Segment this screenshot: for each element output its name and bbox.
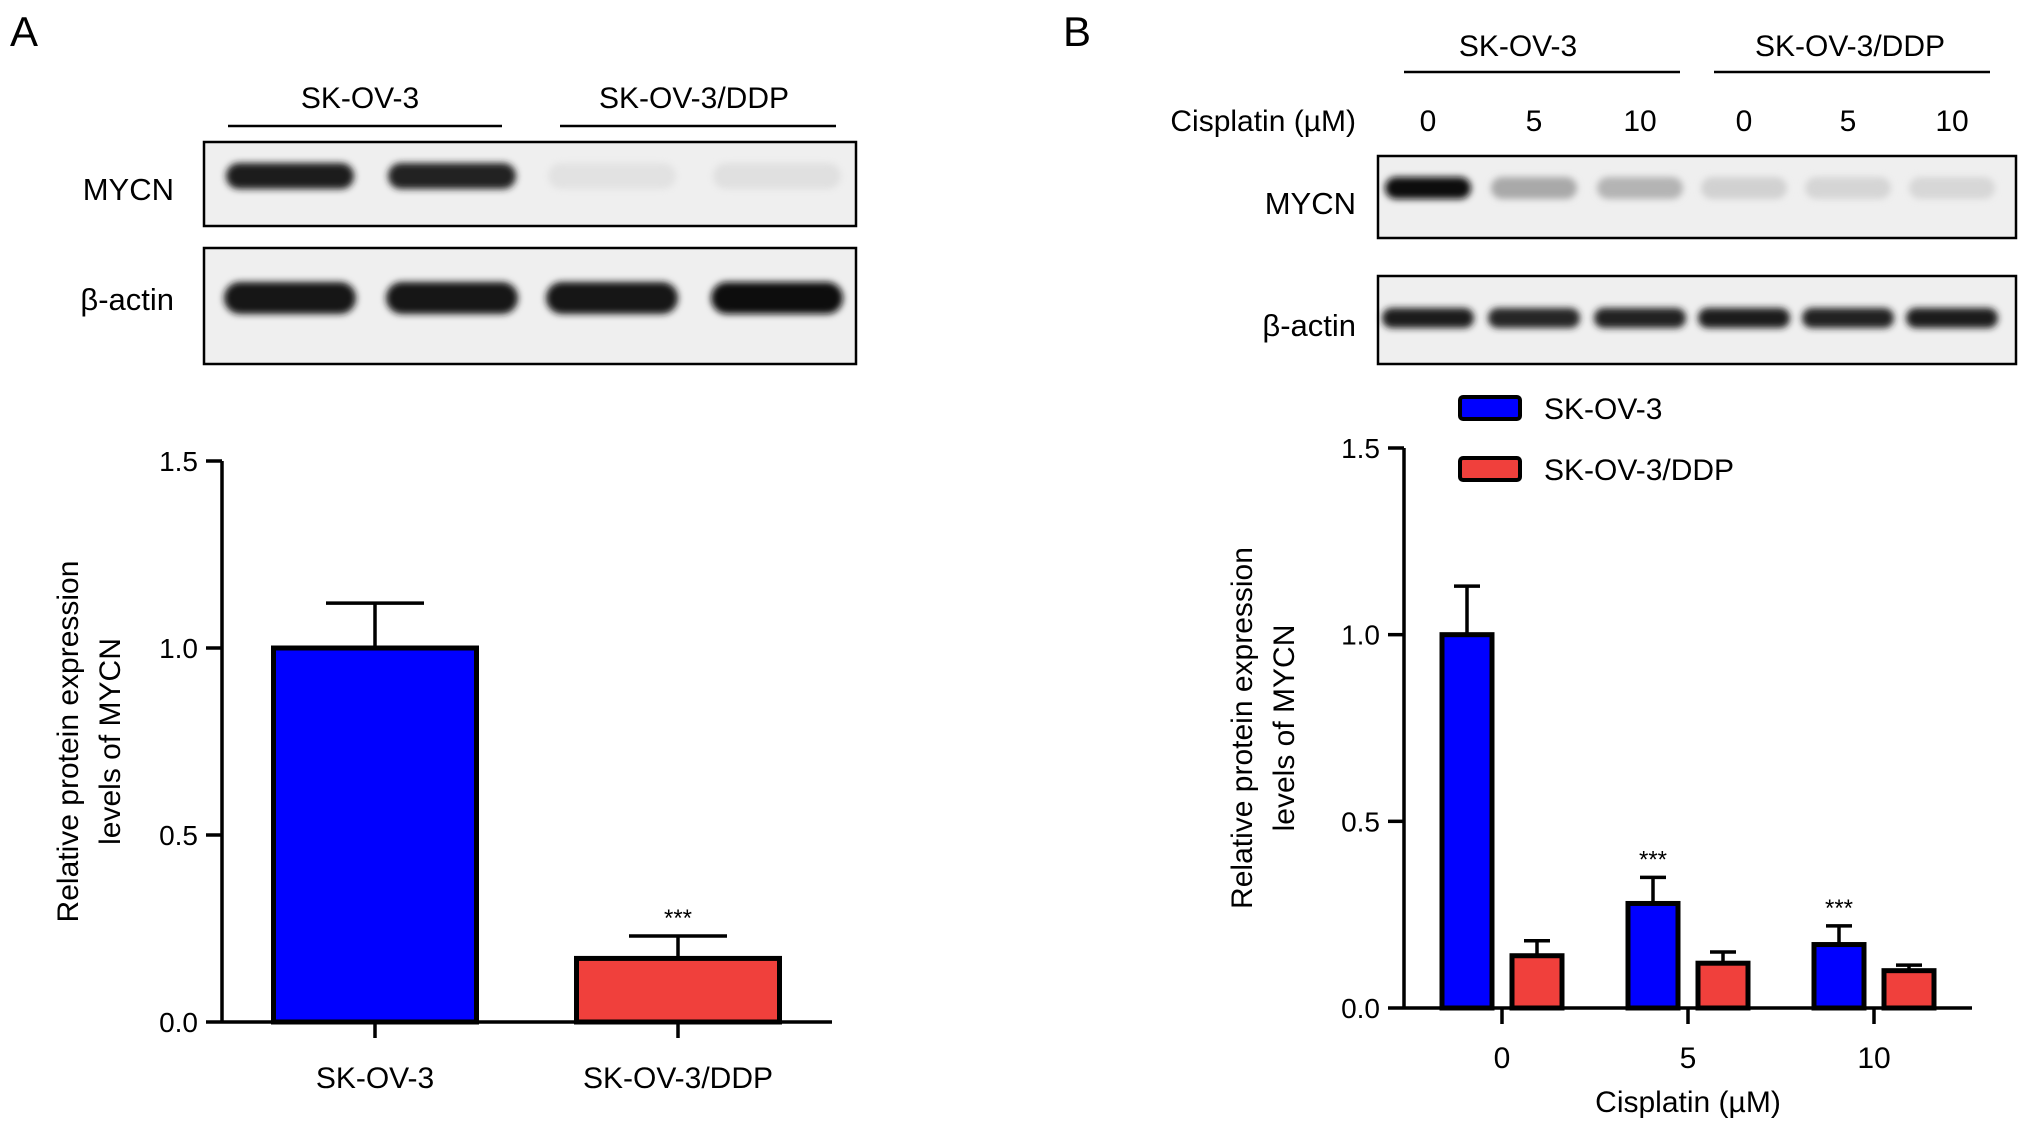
panel-b: B SK-OV-3 SK-OV-3/DDP Cisplatin (µM) 0 5 1… bbox=[1063, 8, 2018, 1119]
legend-swatch bbox=[1458, 395, 1522, 421]
band-lane-4 bbox=[713, 163, 841, 189]
band-lane-2 bbox=[386, 282, 518, 314]
band-lane-3 bbox=[1594, 308, 1686, 328]
y-tick-label: 0.5 bbox=[1341, 806, 1380, 837]
blot-b-group-label-2: SK-OV-3/DDP bbox=[1755, 30, 1945, 63]
bar bbox=[271, 645, 479, 1025]
band-lane-6 bbox=[1906, 308, 1998, 328]
bar bbox=[1811, 942, 1867, 1011]
bar bbox=[1881, 968, 1937, 1011]
blot-b-lane-label: 5 bbox=[1840, 105, 1857, 138]
x-tick-label: SK-OV-3/DDP bbox=[583, 1062, 773, 1095]
band-lane-2 bbox=[1488, 308, 1580, 328]
blot-b-lane-label: 0 bbox=[1736, 105, 1753, 138]
blot-b-bands-mycn bbox=[1385, 177, 1995, 199]
blot-a-bands-beta-actin bbox=[224, 282, 843, 314]
panel-b-letter: B bbox=[1063, 8, 1091, 55]
y-axis-label-line: Relative protein expression bbox=[52, 561, 85, 923]
panel-a-letter: A bbox=[10, 8, 38, 55]
band-lane-5 bbox=[1802, 308, 1894, 328]
band-lane-3 bbox=[546, 282, 678, 314]
blot-a-row-label-beta-actin: β-actin bbox=[80, 282, 174, 317]
significance-marker: *** bbox=[1639, 846, 1667, 873]
x-tick-label: 5 bbox=[1680, 1042, 1697, 1075]
blot-b-strip-mycn bbox=[1376, 154, 2018, 240]
y-axis-label: Relative protein expression levels of MYC… bbox=[52, 561, 127, 923]
blot-a-group-label-2: SK-OV-3/DDP bbox=[599, 82, 789, 115]
blot-b-lane-label: 10 bbox=[1623, 105, 1656, 138]
blot-a-row-label-mycn: MYCN bbox=[83, 172, 174, 207]
blot-a-group-label-1: SK-OV-3 bbox=[301, 82, 419, 115]
chart-b: 0.0 0.5 1.0 1.5 Relative protein expression l… bbox=[1226, 393, 1972, 1119]
band-lane-1 bbox=[224, 282, 356, 314]
significance-marker: *** bbox=[664, 905, 692, 932]
band-lane-4 bbox=[1698, 308, 1790, 328]
y-tick-label: 0.0 bbox=[1341, 993, 1380, 1024]
blot-b-row-label-mycn: MYCN bbox=[1265, 186, 1356, 221]
blot-b-group-label-1: SK-OV-3 bbox=[1459, 30, 1577, 63]
y-tick-label: 0.5 bbox=[159, 820, 198, 851]
x-tick-label: 10 bbox=[1857, 1042, 1890, 1075]
y-tick-label: 1.0 bbox=[1341, 620, 1380, 651]
bar bbox=[1509, 953, 1565, 1011]
bar bbox=[1439, 632, 1495, 1011]
significance-marker: *** bbox=[1825, 895, 1853, 922]
band-lane-2 bbox=[1491, 177, 1577, 199]
panel-a: A SK-OV-3 SK-OV-3/DDP MYCN β-actin 0.00.… bbox=[10, 8, 858, 1095]
band-lane-3 bbox=[1597, 177, 1683, 199]
y-axis-label-line: levels of MYCN bbox=[1268, 625, 1301, 832]
legend-label: SK-OV-3/DDP bbox=[1544, 454, 1734, 487]
y-tick-label: 1.5 bbox=[159, 446, 198, 477]
band-lane-6 bbox=[1909, 177, 1995, 199]
legend-swatch bbox=[1458, 456, 1522, 482]
y-tick-label: 1.5 bbox=[1341, 433, 1380, 464]
blot-b-lane-labels: 0 5 10 0 5 10 bbox=[1420, 105, 1969, 138]
band-lane-1 bbox=[1385, 177, 1471, 199]
band-lane-1 bbox=[1382, 308, 1474, 328]
y-axis-label-line: Relative protein expression bbox=[1226, 547, 1259, 909]
y-axis-label: Relative protein expression levels of MYC… bbox=[1226, 547, 1301, 909]
blot-a-bands-mycn bbox=[226, 163, 841, 189]
blot-b-treatment-label: Cisplatin (µM) bbox=[1170, 105, 1356, 138]
y-tick-label: 1.0 bbox=[159, 633, 198, 664]
blot-b-lane-label: 5 bbox=[1526, 105, 1543, 138]
band-lane-3 bbox=[548, 163, 676, 189]
y-axis-label-line: levels of MYCN bbox=[94, 638, 127, 845]
x-tick-label: SK-OV-3 bbox=[316, 1062, 434, 1095]
bar bbox=[1695, 960, 1751, 1011]
blot-b-bands-beta-actin bbox=[1382, 308, 1998, 328]
panel-a-western-blot: SK-OV-3 SK-OV-3/DDP MYCN β-actin bbox=[80, 82, 858, 366]
y-tick-label: 0.0 bbox=[159, 1007, 198, 1038]
band-lane-1 bbox=[226, 163, 354, 189]
bar bbox=[1625, 900, 1681, 1011]
blot-b-row-label-beta-actin: β-actin bbox=[1262, 308, 1356, 343]
legend-label: SK-OV-3 bbox=[1544, 393, 1662, 426]
chart-a: 0.0 0.5 1.0 1.5 Relative protein expression l… bbox=[52, 446, 832, 1095]
band-lane-4 bbox=[711, 282, 843, 314]
band-lane-4 bbox=[1701, 177, 1787, 199]
panel-b-western-blot: SK-OV-3 SK-OV-3/DDP Cisplatin (µM) 0 5 10 0… bbox=[1170, 30, 2018, 366]
bar bbox=[574, 955, 782, 1025]
band-lane-2 bbox=[388, 163, 516, 189]
band-lane-5 bbox=[1805, 177, 1891, 199]
x-tick-label: 0 bbox=[1494, 1042, 1511, 1075]
x-axis-label: Cisplatin (µM) bbox=[1595, 1086, 1781, 1119]
blot-b-lane-label: 10 bbox=[1935, 105, 1968, 138]
blot-b-lane-label: 0 bbox=[1420, 105, 1437, 138]
